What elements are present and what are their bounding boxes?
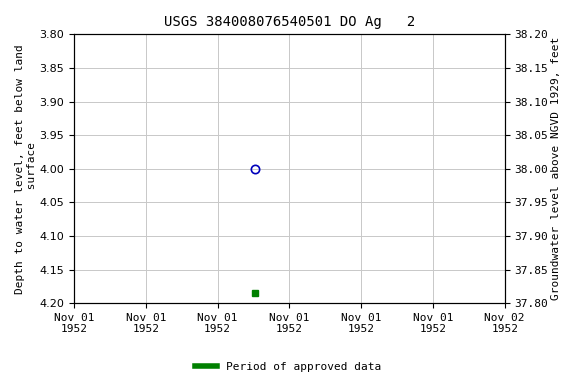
Y-axis label: Depth to water level, feet below land
 surface: Depth to water level, feet below land su… [15,44,37,294]
Y-axis label: Groundwater level above NGVD 1929, feet: Groundwater level above NGVD 1929, feet [551,37,561,300]
Legend: Period of approved data: Period of approved data [191,358,385,377]
Title: USGS 384008076540501 DO Ag   2: USGS 384008076540501 DO Ag 2 [164,15,415,29]
